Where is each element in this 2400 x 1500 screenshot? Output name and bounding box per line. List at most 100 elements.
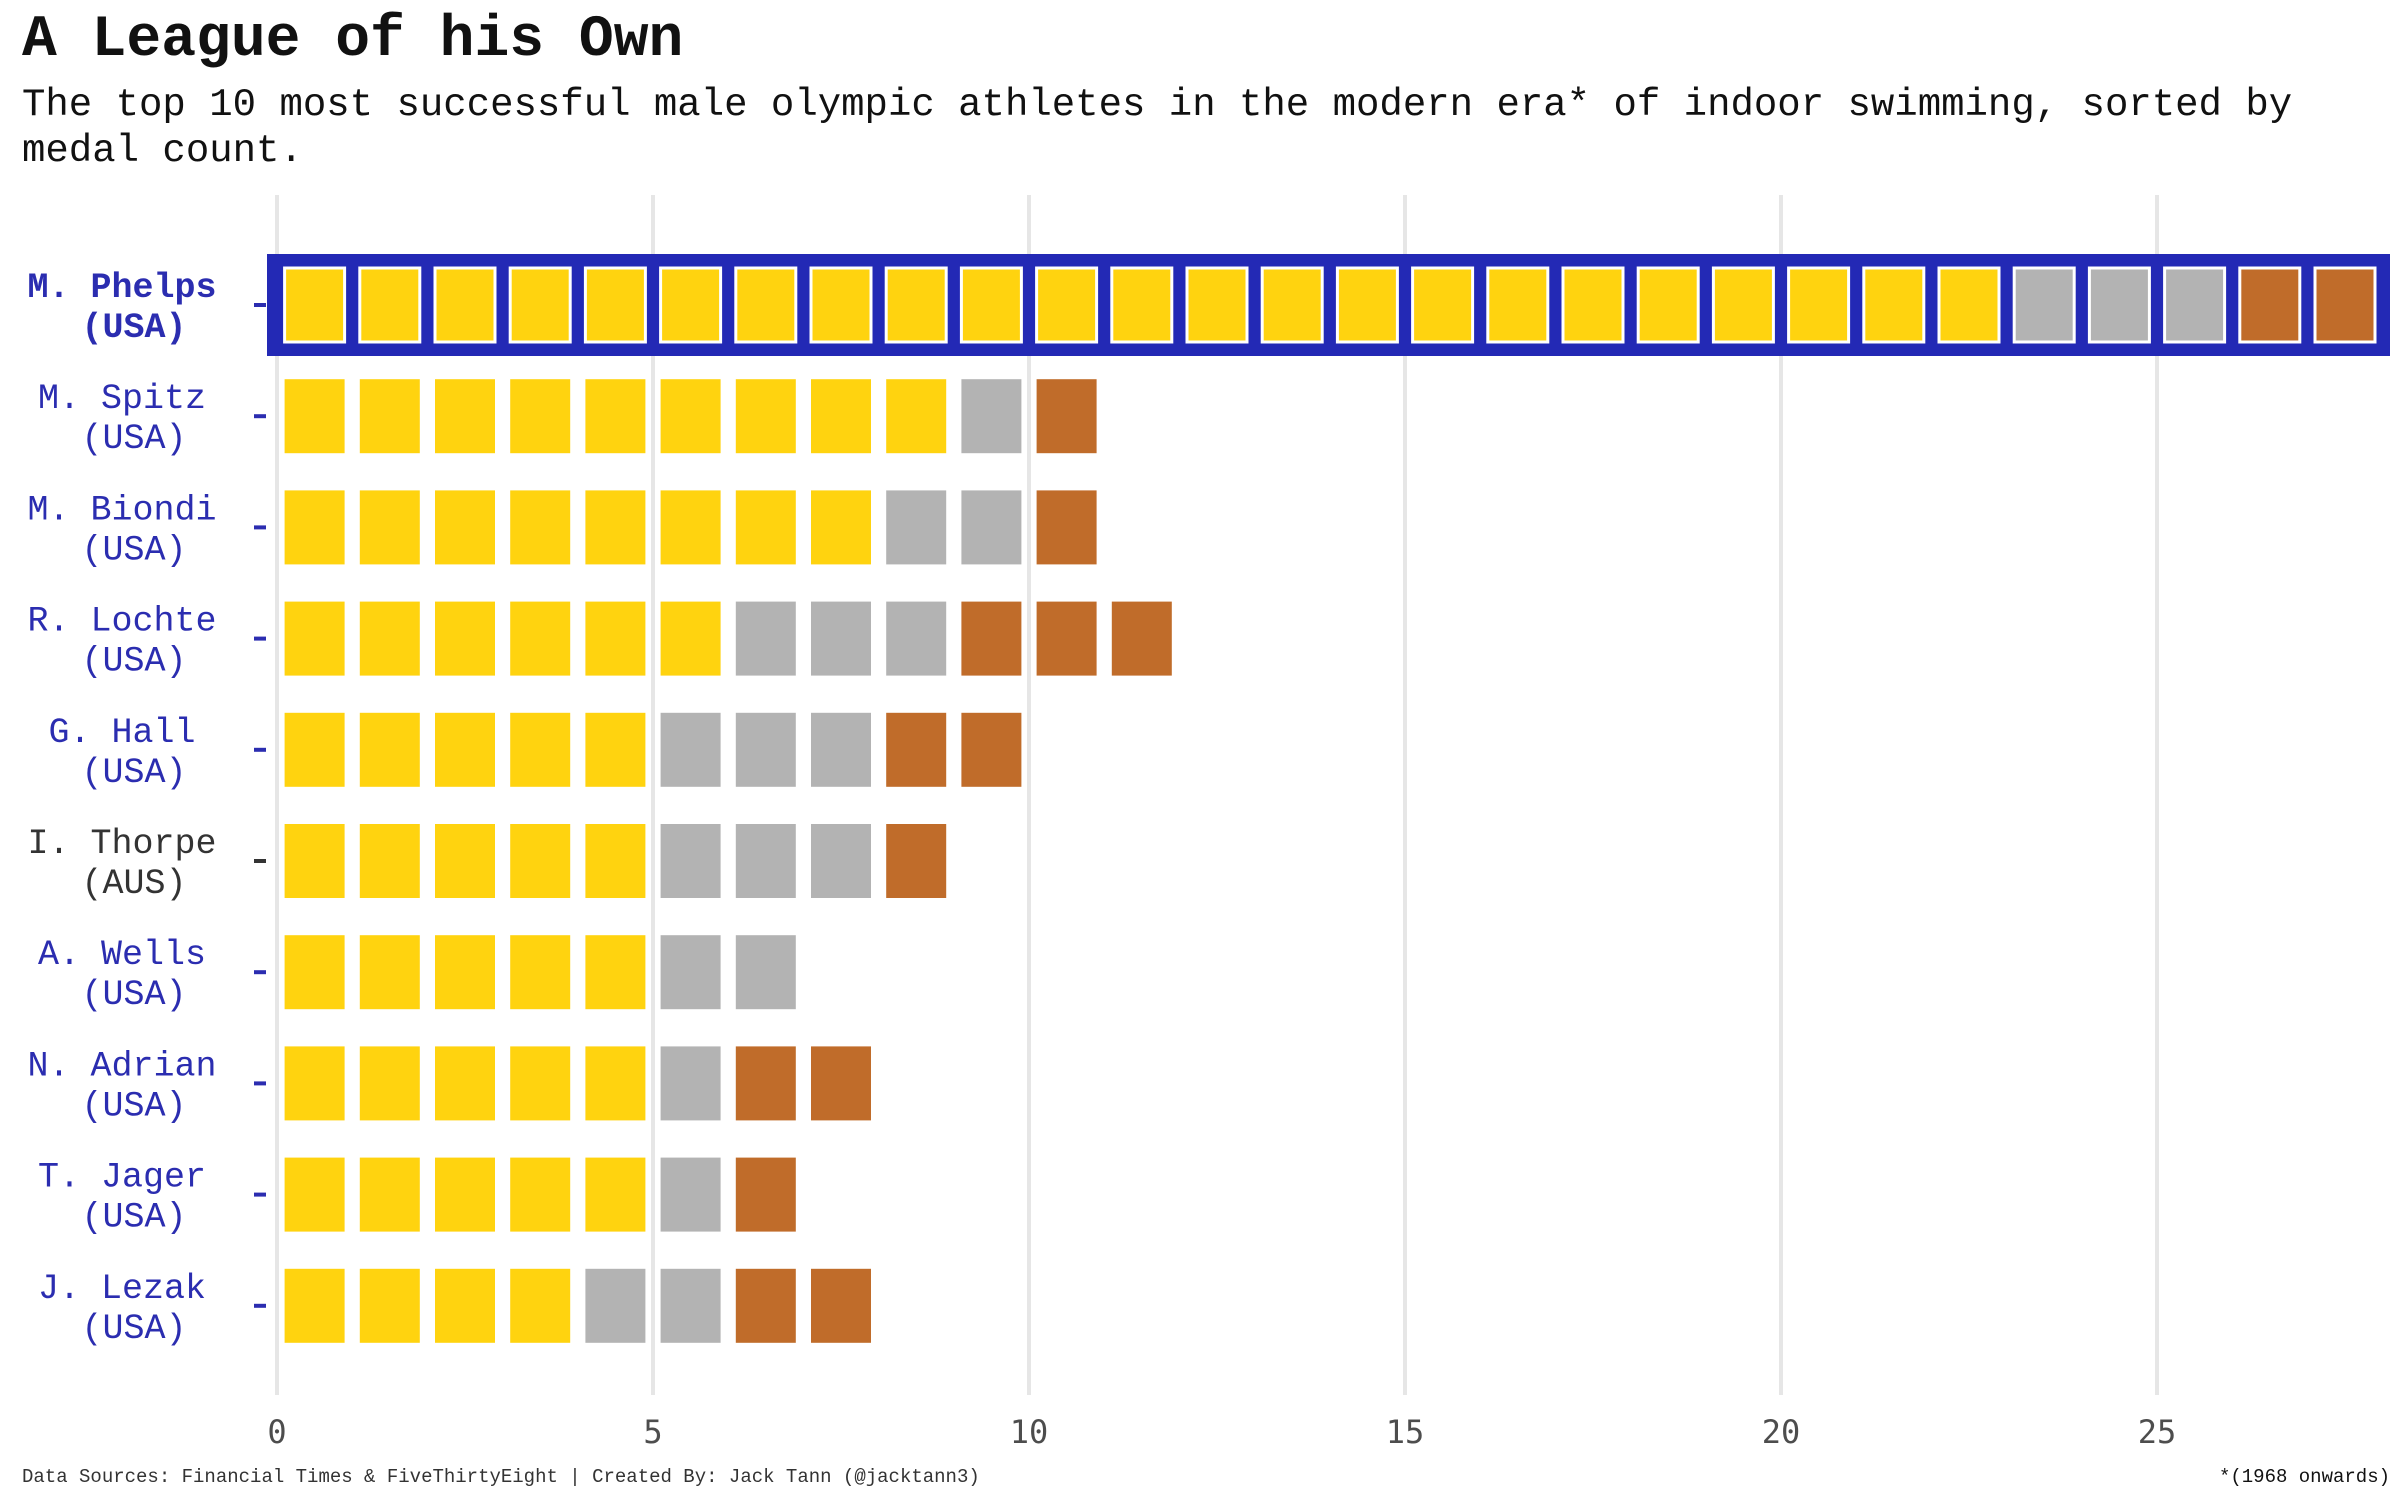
medal-gold-nadrian-5 [585, 1046, 646, 1121]
medal-gold-mphelps-16 [1411, 266, 1475, 344]
medal-bronze-nadrian-8 [811, 1046, 871, 1121]
medal-gold-mphelps-19 [1636, 266, 1700, 344]
y-tick-mark [254, 303, 266, 307]
medal-gold-mphelps-14 [1260, 266, 1324, 344]
medal-silver-ithorpe-8 [811, 824, 871, 898]
medal-gold-mphelps-10 [959, 266, 1023, 344]
medal-gold-mspitz-7 [735, 379, 796, 454]
medal-gold-ghall-4 [510, 712, 571, 787]
medal-gold-mphelps-6 [659, 266, 723, 344]
medal-gold-ghall-3 [435, 712, 495, 787]
era-footnote: *(1968 onwards) [2218, 1466, 2390, 1488]
medal-bronze-mspitz-11 [1036, 379, 1097, 454]
medal-gold-mspitz-2 [359, 379, 420, 454]
medal-silver-jlezak-6 [660, 1268, 721, 1343]
medal-bronze-jlezak-7 [735, 1268, 796, 1343]
medal-gold-mbiondi-7 [735, 490, 796, 565]
medal-silver-awells-6 [660, 935, 721, 1010]
row-label-name: N. Adrian [27, 1046, 216, 1086]
y-axis-labels: M. Phelps(USA)M. Spitz(USA)M. Biondi(USA… [27, 268, 266, 1349]
medal-gold-mbiondi-3 [435, 490, 495, 565]
row-label-name: A. Wells [38, 935, 206, 975]
x-tick-label-5: 5 [643, 1413, 662, 1451]
medal-bronze-mphelps-28 [2313, 266, 2377, 344]
medal-gold-jlezak-4 [510, 1268, 571, 1343]
medal-gold-mbiondi-1 [284, 490, 345, 565]
medal-gold-mphelps-21 [1787, 266, 1851, 344]
medal-gold-mphelps-20 [1711, 266, 1775, 344]
medal-gold-mbiondi-4 [510, 490, 571, 565]
medal-gold-mphelps-7 [734, 266, 798, 344]
medal-gold-mphelps-3 [433, 266, 497, 344]
medal-silver-rlochte-8 [811, 601, 871, 676]
medal-gold-mphelps-9 [884, 266, 948, 344]
medal-gold-mspitz-4 [510, 379, 571, 454]
medal-gold-ithorpe-1 [284, 824, 345, 898]
medal-silver-mbiondi-10 [961, 490, 1022, 565]
medal-gold-mbiondi-2 [359, 490, 420, 565]
medal-gold-awells-2 [359, 935, 420, 1010]
medal-gold-ghall-5 [585, 712, 646, 787]
x-tick-label-25: 25 [2138, 1413, 2177, 1451]
medal-marks [283, 266, 2377, 1343]
medal-gold-nadrian-1 [284, 1046, 345, 1121]
y-tick-mark [254, 747, 266, 752]
medal-gold-mphelps-23 [1937, 266, 2001, 344]
row-label-country: (USA) [81, 975, 186, 1015]
medal-silver-rlochte-9 [886, 601, 947, 676]
row-label-country: (USA) [81, 753, 186, 793]
medal-silver-jlezak-5 [585, 1268, 646, 1343]
y-tick-mark [254, 414, 266, 419]
row-label-country: (USA) [81, 1086, 186, 1126]
medal-gold-mspitz-5 [585, 379, 646, 454]
row-label-name: R. Lochte [27, 602, 216, 642]
medal-gold-awells-5 [585, 935, 646, 1010]
y-tick-mark [254, 1081, 266, 1086]
medal-silver-mphelps-24 [2012, 266, 2076, 344]
medal-gold-awells-3 [435, 935, 495, 1010]
chart-subtitle: The top 10 most successful male olympic … [22, 83, 2293, 173]
medal-gold-tjager-3 [435, 1157, 495, 1232]
chart-title: A League of his Own [22, 8, 684, 73]
medal-bronze-rlochte-12 [1111, 601, 1172, 676]
medal-silver-ithorpe-7 [735, 824, 796, 898]
medal-gold-mphelps-11 [1035, 266, 1099, 344]
medal-gold-awells-4 [510, 935, 571, 1010]
medal-silver-rlochte-7 [735, 601, 796, 676]
medal-silver-tjager-6 [660, 1157, 721, 1232]
medal-gold-mphelps-12 [1110, 266, 1174, 344]
medal-silver-nadrian-6 [660, 1046, 721, 1121]
row-label-country: (USA) [81, 419, 186, 459]
medal-gold-ithorpe-3 [435, 824, 495, 898]
medal-gold-mspitz-6 [660, 379, 721, 454]
medal-gold-ghall-2 [359, 712, 420, 787]
medal-gold-rlochte-4 [510, 601, 571, 676]
medal-gold-ghall-1 [284, 712, 345, 787]
row-label-name: J. Lezak [38, 1269, 206, 1309]
medal-gold-mphelps-5 [583, 266, 647, 344]
row-label-country: (USA) [81, 1198, 186, 1238]
medal-gold-ithorpe-2 [359, 824, 420, 898]
medal-gold-mphelps-1 [283, 266, 347, 344]
medal-bronze-rlochte-10 [961, 601, 1022, 676]
medal-gold-rlochte-5 [585, 601, 646, 676]
medal-gold-mphelps-4 [508, 266, 572, 344]
row-label-country: (USA) [81, 308, 186, 348]
medal-gold-mphelps-8 [809, 266, 873, 344]
medal-bronze-mphelps-27 [2238, 266, 2302, 344]
medal-gold-mphelps-18 [1561, 266, 1625, 344]
medal-gold-mphelps-22 [1862, 266, 1926, 344]
medal-bronze-nadrian-7 [735, 1046, 796, 1121]
x-axis-ticks: 0 5 10 15 20 25 [267, 1413, 2176, 1451]
row-label-country: (USA) [81, 642, 186, 682]
medal-gold-awells-1 [284, 935, 345, 1010]
medal-gold-mbiondi-6 [660, 490, 721, 565]
medal-gold-rlochte-3 [435, 601, 495, 676]
medal-gold-mbiondi-8 [811, 490, 871, 565]
medal-bronze-ghall-9 [886, 712, 947, 787]
row-label-name: M. Spitz [38, 379, 206, 419]
medal-silver-mphelps-25 [2087, 266, 2151, 344]
medal-gold-jlezak-3 [435, 1268, 495, 1343]
medal-gold-jlezak-2 [359, 1268, 420, 1343]
